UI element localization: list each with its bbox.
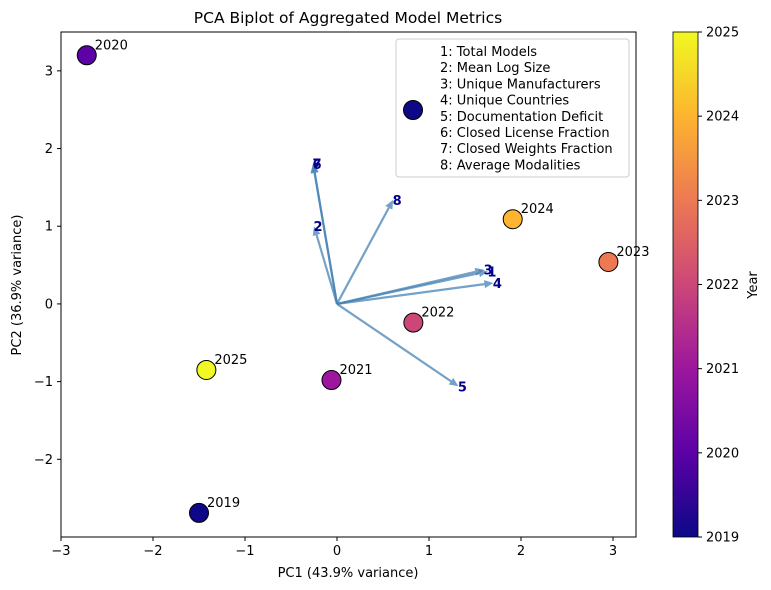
legend-entry: 2: Mean Log Size <box>440 61 550 76</box>
loading-arrow-5 <box>336 303 452 383</box>
point-label-2024: 2024 <box>521 202 554 217</box>
loading-arrow-8 <box>336 207 390 305</box>
legend-box <box>395 38 630 178</box>
point-label-2021: 2021 <box>339 363 372 378</box>
colorbar-tick-label: 2020 <box>706 446 739 461</box>
x-tick-label: 3 <box>609 544 617 559</box>
point-label-2020: 2020 <box>95 38 128 53</box>
y-tick-label: −1 <box>34 375 53 390</box>
colorbar <box>672 31 699 538</box>
point-2025 <box>196 359 217 380</box>
legend-entry: 8: Average Modalities <box>440 158 581 173</box>
loading-arrowhead-3 <box>474 267 485 276</box>
y-axis-label: PC2 (36.9% variance) <box>10 215 25 356</box>
loading-label-4: 4 <box>493 277 502 292</box>
loading-arrow-4 <box>336 283 485 306</box>
loading-label-2: 2 <box>313 220 322 235</box>
legend-entry: 6: Closed License Fraction <box>440 126 610 141</box>
x-tick-label: 0 <box>333 544 341 559</box>
colorbar-tick-label: 2023 <box>706 194 739 209</box>
legend-marker <box>403 100 423 120</box>
legend-entry: 4: Unique Countries <box>440 94 569 109</box>
loading-arrow-2 <box>315 234 339 305</box>
loading-label-1: 1 <box>487 265 496 280</box>
loading-label-5: 5 <box>458 380 467 395</box>
loading-arrowhead-8 <box>385 199 394 210</box>
colorbar-tick-label: 2021 <box>706 362 739 377</box>
point-2024 <box>502 209 523 230</box>
loading-label-7: 7 <box>313 157 322 172</box>
point-2021 <box>321 370 342 391</box>
loading-arrow-3 <box>336 270 476 305</box>
loading-arrowhead-5 <box>448 377 459 387</box>
y-tick-label: 1 <box>45 220 53 235</box>
point-2019 <box>189 502 209 523</box>
point-label-2022: 2022 <box>421 306 454 321</box>
x-axis-label: PC1 (43.9% variance) <box>278 566 419 581</box>
x-tick-label: 1 <box>425 544 433 559</box>
point-2022 <box>403 312 424 333</box>
plot-frame <box>60 31 637 538</box>
point-label-2023: 2023 <box>616 245 649 260</box>
x-tick-label: 2 <box>517 544 525 559</box>
point-label-2019: 2019 <box>207 496 240 511</box>
loading-label-6: 6 <box>313 158 322 173</box>
loading-label-3: 3 <box>484 264 493 279</box>
colorbar-tick-label: 2019 <box>706 531 739 546</box>
x-tick-label: −1 <box>235 544 254 559</box>
colorbar-tick-label: 2024 <box>706 110 739 125</box>
point-2020 <box>76 45 97 66</box>
legend-entry: 3: Unique Manufacturers <box>440 77 601 92</box>
loading-arrowhead-2 <box>312 226 321 236</box>
colorbar-label: Year <box>746 271 761 300</box>
colorbar-tick-label: 2025 <box>706 26 739 41</box>
loading-arrowhead-4 <box>483 280 494 289</box>
y-tick-label: −2 <box>34 453 53 468</box>
colorbar-tick-label: 2022 <box>706 278 739 293</box>
legend-entry: 1: Total Models <box>440 45 537 60</box>
loading-label-8: 8 <box>393 194 402 209</box>
point-2023 <box>598 251 619 272</box>
legend-entry: 5: Documentation Deficit <box>440 110 603 125</box>
x-tick-label: −3 <box>51 544 70 559</box>
y-tick-label: 0 <box>45 297 53 312</box>
loading-arrow-7 <box>313 171 339 305</box>
y-tick-label: 3 <box>45 64 53 79</box>
point-label-2025: 2025 <box>214 353 247 368</box>
chart-title: PCA Biplot of Aggregated Model Metrics <box>194 9 502 27</box>
legend-entry: 7: Closed Weights Fraction <box>440 142 613 157</box>
loading-arrowhead-7 <box>310 163 319 173</box>
y-tick-label: 2 <box>45 142 53 157</box>
x-tick-label: −2 <box>143 544 162 559</box>
